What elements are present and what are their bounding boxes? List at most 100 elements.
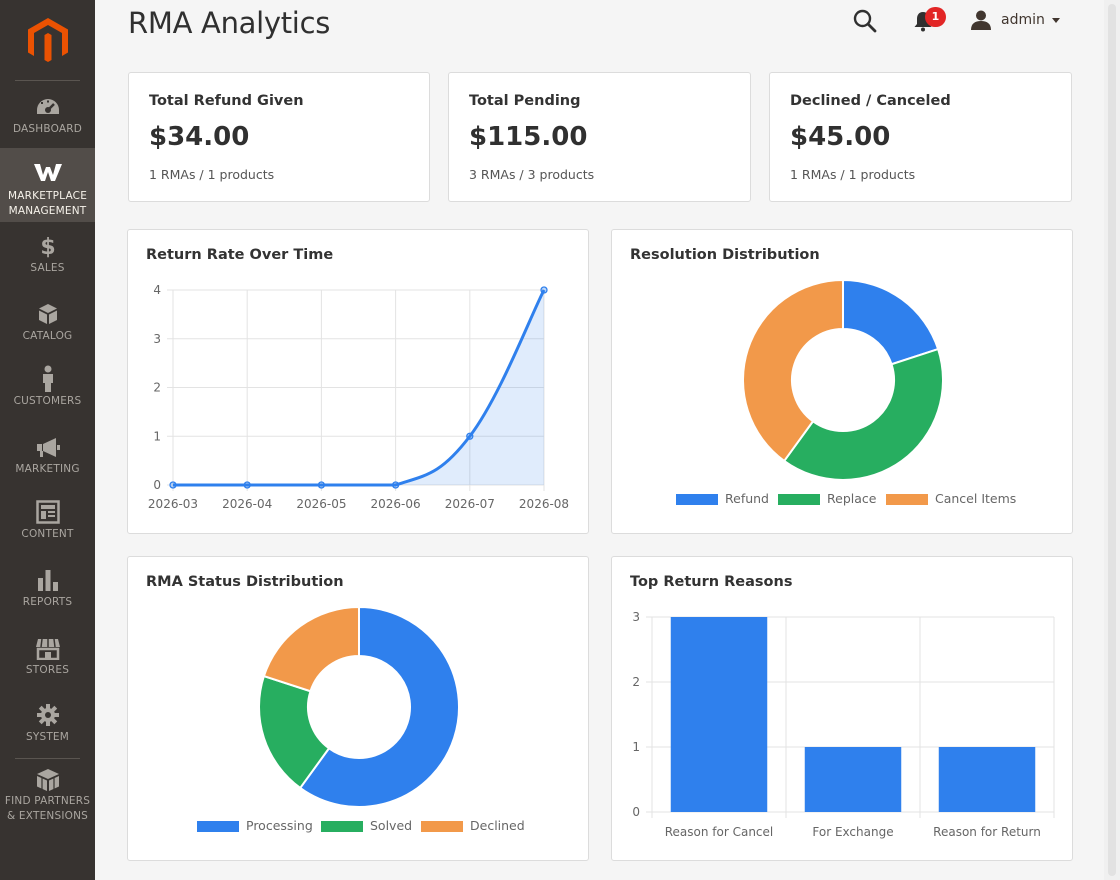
user-name: admin bbox=[1001, 12, 1045, 28]
x-tick-label: 2026-03 bbox=[148, 497, 198, 511]
data-point bbox=[243, 481, 251, 489]
dashboard-icon bbox=[36, 99, 59, 114]
user-icon bbox=[971, 10, 991, 30]
sidebar-item-find-partners[interactable]: FIND PARTNERS & EXTENSIONS bbox=[0, 768, 95, 828]
legend-label: Replace bbox=[827, 491, 877, 506]
chart-title: Resolution Distribution bbox=[630, 247, 820, 263]
sidebar-item-system[interactable]: SYSTEM bbox=[0, 703, 95, 748]
notification-count-badge[interactable]: 1 bbox=[925, 7, 946, 27]
y-tick-label: 4 bbox=[153, 283, 161, 297]
sidebar-item-label: SALES bbox=[30, 262, 65, 274]
x-tick-label: 2026-05 bbox=[296, 497, 346, 511]
sidebar-item-label: MARKETING bbox=[15, 463, 80, 475]
store-icon bbox=[35, 638, 60, 660]
chart-title: RMA Status Distribution bbox=[146, 574, 344, 590]
bar-chart-icon bbox=[37, 570, 58, 591]
data-point bbox=[466, 432, 474, 440]
sidebar-item-label: MANAGEMENT bbox=[8, 205, 87, 217]
sidebar-divider bbox=[15, 758, 80, 759]
chart-title: Top Return Reasons bbox=[630, 574, 793, 590]
y-tick-label: 3 bbox=[632, 610, 640, 624]
chart-title: Return Rate Over Time bbox=[146, 247, 334, 263]
series-line bbox=[173, 289, 546, 487]
data-point bbox=[540, 286, 548, 294]
stat-title: Total Pending bbox=[469, 93, 581, 109]
y-tick-label: 1 bbox=[153, 429, 161, 443]
pie-slice bbox=[298, 605, 460, 808]
magento-logo-icon[interactable] bbox=[26, 16, 70, 64]
svg-text:$: $ bbox=[40, 235, 55, 258]
x-tick-label: Reason for Cancel bbox=[665, 825, 774, 839]
legend-swatch bbox=[197, 821, 239, 832]
legend-label: Cancel Items bbox=[935, 491, 1016, 506]
bar bbox=[670, 617, 768, 812]
top-return-reasons-panel: 0 1 2 3 Reason for Cancel For Exchange Reason … bbox=[611, 556, 1073, 861]
marketplace-icon bbox=[33, 164, 62, 181]
y-tick-label: 0 bbox=[153, 478, 161, 492]
sidebar-divider bbox=[15, 80, 80, 81]
legend-swatch bbox=[886, 494, 928, 505]
resolution-distribution-chart: Refund Replace Cancel Items bbox=[676, 278, 1016, 506]
content-icon bbox=[35, 500, 60, 524]
sidebar-item-label: FIND PARTNERS bbox=[4, 795, 91, 807]
megaphone-icon bbox=[36, 438, 60, 457]
stat-card-total-refund: Total Refund Given $34.00 1 RMAs / 1 pro… bbox=[128, 72, 430, 202]
sidebar-item-reports[interactable]: REPORTS bbox=[0, 568, 95, 613]
legend-swatch bbox=[676, 494, 718, 505]
pie-slice bbox=[258, 674, 331, 790]
sidebar-item-marketing[interactable]: MARKETING bbox=[0, 437, 95, 482]
box-icon bbox=[38, 304, 57, 324]
y-tick-label: 2 bbox=[153, 381, 161, 395]
sidebar-item-dashboard[interactable]: DASHBOARD bbox=[0, 97, 95, 145]
search-icon bbox=[853, 9, 877, 33]
legend-label: Declined bbox=[470, 818, 525, 833]
rma-status-chart: Processing Solved Declined bbox=[197, 605, 525, 833]
y-tick-label: 3 bbox=[153, 332, 161, 346]
sidebar-item-sales[interactable]: $ SALES bbox=[0, 234, 95, 279]
sidebar-item-label: DASHBOARD bbox=[12, 123, 83, 135]
legend-label: Solved bbox=[370, 818, 412, 833]
data-point bbox=[317, 481, 326, 489]
data-point bbox=[391, 481, 400, 489]
sidebar-item-label: CATALOG bbox=[22, 330, 73, 342]
pie-slice bbox=[262, 605, 360, 693]
stat-subtitle: 1 RMAs / 1 products bbox=[790, 167, 916, 182]
legend-label: Processing bbox=[246, 818, 313, 833]
sidebar-item-marketplace[interactable]: MARKETPLACE MANAGEMENT bbox=[0, 148, 95, 222]
sidebar-item-label: REPORTS bbox=[22, 596, 73, 608]
pie-slice bbox=[782, 347, 944, 481]
sidebar-item-stores[interactable]: STORES bbox=[0, 638, 95, 683]
sidebar-item-label: & EXTENSIONS bbox=[6, 810, 89, 822]
data-point bbox=[169, 481, 177, 489]
y-tick-label: 0 bbox=[632, 805, 640, 819]
bar bbox=[938, 747, 1036, 812]
stat-subtitle: 1 RMAs / 1 products bbox=[149, 167, 275, 182]
person-icon bbox=[42, 365, 53, 392]
blocks-icon bbox=[36, 769, 59, 791]
y-tick-label: 2 bbox=[632, 675, 640, 689]
return-rate-panel: 0 1 2 3 4 2026-03 2026-04 2026-05 2026-06 2026-07… bbox=[127, 229, 589, 534]
x-tick-label: 2026-04 bbox=[222, 497, 272, 511]
series-area-fill bbox=[173, 290, 544, 485]
x-tick-label: Reason for Return bbox=[933, 825, 1041, 839]
sidebar-item-content[interactable]: CONTENT bbox=[0, 500, 95, 545]
sidebar-item-customers[interactable]: CUSTOMERS bbox=[0, 365, 95, 410]
stat-title: Declined / Canceled bbox=[790, 93, 951, 109]
legend-swatch bbox=[421, 821, 463, 832]
stat-card-declined-canceled: Declined / Canceled $45.00 1 RMAs / 1 pr… bbox=[769, 72, 1072, 202]
sidebar-item-label: STORES bbox=[25, 664, 70, 676]
pie-slice bbox=[842, 278, 940, 366]
page-scrollbar[interactable] bbox=[1104, 0, 1120, 880]
sidebar-item-label: SYSTEM bbox=[25, 731, 70, 743]
user-menu[interactable]: admin bbox=[970, 8, 1060, 32]
stat-card-total-pending: Total Pending $115.00 3 RMAs / 3 product… bbox=[448, 72, 751, 202]
top-return-reasons-chart: 0 1 2 3 Reason for Cancel For Exchange Reason … bbox=[632, 610, 1055, 839]
legend-swatch bbox=[321, 821, 363, 832]
y-tick-label: 1 bbox=[632, 740, 640, 754]
sidebar-item-catalog[interactable]: CATALOG bbox=[0, 302, 95, 347]
scrollbar-thumb[interactable] bbox=[1108, 4, 1116, 876]
stat-value: $45.00 bbox=[790, 122, 891, 152]
x-tick-label: 2026-07 bbox=[445, 497, 495, 511]
search-button[interactable] bbox=[852, 8, 878, 34]
return-rate-chart: 0 1 2 3 4 2026-03 2026-04 2026-05 2026-06 2026-07… bbox=[148, 283, 569, 511]
